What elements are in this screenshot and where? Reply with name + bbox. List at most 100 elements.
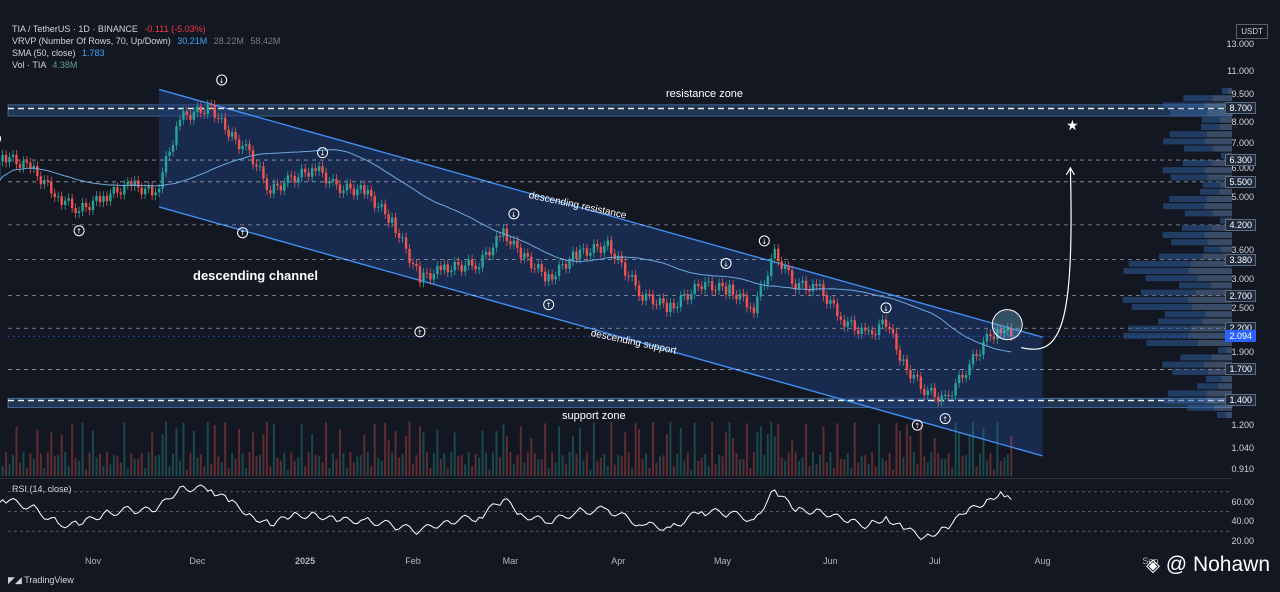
volume-bar	[947, 453, 950, 476]
currency-selector[interactable]: USDT	[1236, 24, 1268, 39]
candle-body	[669, 302, 672, 312]
volume-bar	[860, 456, 863, 476]
candle-body	[923, 388, 926, 396]
tradingview-icon: ◤◢	[8, 575, 25, 585]
price-tick-label: 3.600	[1231, 244, 1254, 255]
volume-profile-bar	[1183, 95, 1213, 102]
candle-body	[738, 293, 742, 300]
breakout-highlight	[991, 309, 1023, 341]
volume-profile-bar	[1210, 282, 1232, 289]
volume-bar	[978, 454, 981, 476]
volume-bar	[857, 462, 860, 476]
candle-body	[679, 295, 683, 307]
volume-profile-bar	[1163, 397, 1205, 404]
volume-bar	[220, 462, 223, 476]
candle-body	[310, 168, 314, 177]
pivot-high-icon	[508, 208, 520, 220]
candle-body	[957, 374, 961, 384]
candle-body	[627, 275, 630, 277]
volume-bar	[867, 464, 870, 476]
candle-body	[606, 240, 609, 246]
volume-bar	[874, 466, 877, 476]
symbol-legend[interactable]: TIA / TetherUS · 1D · BINANCE -0.111 (-5…	[12, 24, 206, 34]
time-tick-label: May	[714, 556, 732, 566]
volume-bar	[290, 452, 293, 476]
candle-body	[370, 189, 373, 197]
candle-body	[262, 166, 265, 179]
candle-body	[690, 293, 693, 300]
volume-bar	[537, 459, 540, 476]
volume-bar	[262, 434, 265, 476]
candle-body	[36, 166, 39, 177]
candle-body	[199, 106, 203, 113]
volume-profile-bar	[1178, 282, 1211, 289]
vrvp-legend[interactable]: VRVP (Number Of Rows, 70, Up/Down) 30.21…	[12, 36, 280, 46]
volume-profile-bar	[1188, 296, 1232, 303]
candle-body	[217, 117, 220, 119]
volume-bar	[258, 455, 261, 476]
volume-profile-bar	[1211, 224, 1232, 231]
volume-bar	[98, 454, 101, 476]
candle-body	[954, 383, 957, 396]
candle-body	[53, 193, 56, 198]
volume-bar	[252, 432, 254, 476]
watermark-text: @ Nohawn	[1165, 553, 1270, 576]
candle-body	[655, 304, 658, 306]
price-tick-label: 7.000	[1231, 138, 1254, 149]
volume-profile-bar	[1206, 196, 1232, 202]
candle-body	[888, 326, 891, 329]
volume-profile-bar	[1190, 260, 1232, 267]
volume-bar	[885, 460, 888, 476]
candle-body	[29, 162, 32, 169]
sma-legend[interactable]: SMA (50, close) 1.783	[12, 48, 105, 58]
tradingview-logo[interactable]: ◤◢ TradingView	[8, 575, 74, 586]
volume-bar	[662, 455, 665, 476]
volume-bar	[763, 455, 766, 476]
candle-body	[512, 240, 516, 245]
candle-body	[592, 243, 596, 253]
candle-body	[620, 255, 623, 263]
volume-bar	[575, 454, 578, 476]
volume-profile-bar	[1197, 383, 1219, 390]
pivot-high-icon	[216, 74, 228, 86]
volume-bar	[71, 424, 74, 476]
candle-body	[1, 154, 4, 162]
volume-bar	[812, 452, 814, 476]
candle-body	[126, 182, 129, 185]
candle-body	[251, 150, 255, 165]
candle-body	[11, 154, 15, 158]
volume-profile-bar	[1202, 253, 1232, 260]
volume-bar	[505, 436, 508, 476]
price-tick-label: 1.200	[1231, 420, 1254, 431]
volume-bar	[690, 469, 693, 476]
volume-legend[interactable]: Vol · TIA 4.38M	[12, 60, 77, 70]
volume-profile-bar	[1218, 383, 1232, 390]
volume-profile-bar	[1207, 174, 1232, 181]
volume-bar	[422, 432, 425, 476]
rsi-legend[interactable]: RSI (14, close)	[12, 484, 72, 494]
candle-body	[582, 248, 585, 250]
volume-bar	[961, 456, 964, 476]
volume-bar	[923, 456, 926, 476]
up-arrow-icon: ↑	[417, 329, 423, 337]
volume-bar	[185, 469, 188, 476]
volume-bar	[92, 430, 94, 476]
volume-bar	[189, 452, 192, 476]
sma-value: 1.783	[82, 48, 105, 58]
candle-body	[790, 270, 794, 284]
volume-bar	[206, 422, 209, 476]
candle-body	[867, 330, 870, 332]
volume-profile-bar	[1197, 340, 1232, 346]
up-arrow-icon: ↑	[76, 228, 82, 236]
candle-body	[961, 374, 964, 378]
candle-body	[484, 251, 488, 255]
volume-bar	[102, 466, 105, 476]
volume-value: 4.38M	[52, 60, 78, 70]
candle-body	[770, 258, 773, 276]
volume-bar	[725, 432, 728, 476]
candle-body	[63, 200, 67, 205]
volume-bar	[530, 438, 533, 476]
volume-bar	[898, 430, 901, 476]
candle-body	[137, 180, 140, 188]
